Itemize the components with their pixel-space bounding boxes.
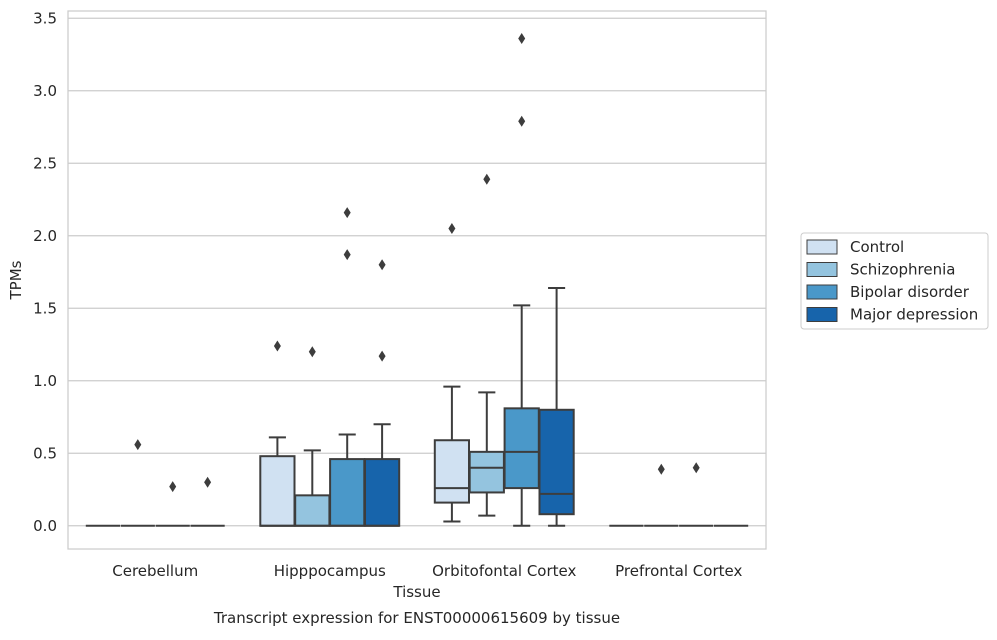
y-tick-label: 3.5: [33, 9, 57, 27]
box-body: [294, 494, 331, 527]
legend-label: Major depression: [850, 306, 978, 324]
outlier-point: [343, 249, 351, 261]
outlier-point: [518, 115, 526, 127]
x-tick-label: Cerebellum: [112, 562, 198, 580]
outlier-point: [378, 350, 386, 362]
x-tick-label: Orbitofontal Cortex: [432, 562, 576, 580]
outlier-point: [169, 481, 177, 493]
box-body: [503, 407, 540, 490]
legend: Control Schizophrenia Bipolar disorder Majo…: [800, 232, 989, 330]
legend-label: Bipolar disorder: [850, 283, 970, 301]
box-body: [363, 458, 401, 527]
y-tick-label: 1.5: [33, 299, 57, 317]
chart-title: Transcript expression for ENST0000061560…: [213, 609, 620, 627]
outlier-point: [448, 223, 456, 235]
box-bipolar-disorder: [155, 481, 190, 527]
y-tick-label: 3.0: [33, 82, 57, 100]
box-series: [85, 33, 749, 527]
y-tick-label: 0.5: [33, 444, 57, 462]
x-axis-ticks: Cerebellum Hipppocampus Orbitofontal Corte…: [112, 562, 742, 580]
box-bipolar-disorder: [679, 462, 714, 527]
legend-swatch: [806, 307, 838, 322]
outlier-point: [134, 439, 142, 451]
box-body: [538, 408, 575, 516]
box-bipolar-disorder: [503, 33, 540, 527]
box-body: [329, 458, 366, 527]
outlier-point: [308, 346, 316, 358]
box-body: [433, 439, 471, 504]
box-control: [259, 340, 296, 527]
gridlines: [68, 17, 766, 527]
outlier-point: [378, 259, 386, 271]
legend-items: Control Schizophrenia Bipolar disorder Majo…: [806, 238, 978, 324]
legend-swatch: [806, 262, 838, 277]
legend-frame: [800, 232, 989, 330]
box-body: [468, 450, 505, 494]
box-schizophrenia: [644, 463, 679, 527]
outlier-point: [343, 207, 351, 219]
y-tick-label: 1.0: [33, 372, 57, 390]
y-tick-label: 2.0: [33, 227, 57, 245]
x-tick-label: Prefrontal Cortex: [615, 562, 742, 580]
x-axis-label: Tissue: [392, 583, 440, 601]
legend-swatch: [806, 239, 838, 255]
box-schizophrenia: [120, 439, 155, 527]
box-major-depression: [538, 286, 575, 527]
axes-frame: [67, 10, 767, 550]
box-major-depression: [363, 259, 401, 527]
legend-label: Schizophrenia: [850, 261, 955, 279]
box-schizophrenia: [468, 173, 505, 517]
outlier-point: [483, 173, 491, 185]
box-schizophrenia: [294, 346, 331, 527]
y-axis-label: TPMs: [7, 260, 25, 300]
box-bipolar-disorder: [329, 207, 366, 527]
legend-label: Control: [850, 238, 904, 256]
outlier-point: [518, 33, 526, 45]
outlier-point: [692, 462, 700, 474]
y-tick-label: 2.5: [33, 154, 57, 172]
y-axis-ticks: 0.0 0.5 1.0 1.5 2.0 2.5 3.0 3.5: [33, 9, 57, 535]
box-body: [259, 455, 296, 527]
box-control: [433, 223, 471, 523]
outlier-point: [657, 463, 665, 475]
y-tick-label: 0.0: [33, 517, 57, 535]
outlier-point: [273, 340, 281, 352]
legend-swatch: [806, 284, 838, 300]
box-major-depression: [190, 476, 225, 527]
outlier-point: [204, 476, 212, 488]
x-tick-label: Hipppocampus: [274, 562, 386, 580]
